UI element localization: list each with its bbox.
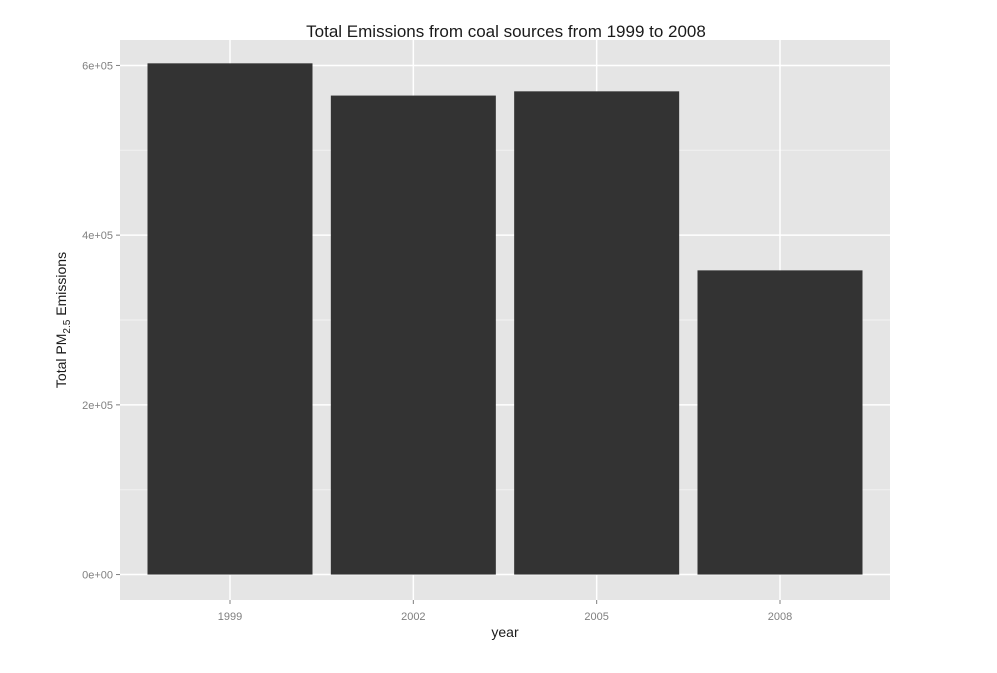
y-axis-label: Total PM2.5 Emissions — [53, 252, 73, 388]
x-axis-ticks: 1999 2002 2005 2008 — [218, 600, 792, 623]
y-axis-label-subscript: 2.5 — [62, 319, 73, 333]
y-tick-label: 6e+05 — [82, 60, 113, 72]
y-axis-ticks: 0e+00 2e+05 4e+05 6e+05 — [82, 60, 120, 582]
bar-2002 — [330, 95, 496, 575]
bars — [147, 63, 863, 575]
bar-2008 — [697, 270, 863, 575]
y-tick-label: 0e+00 — [82, 570, 113, 582]
y-axis-label-suffix: Emissions — [53, 252, 69, 316]
x-axis-label: year — [491, 624, 519, 640]
bar-2005 — [514, 91, 680, 575]
x-tick-label: 1999 — [218, 611, 242, 623]
y-axis-label-main: Total PM — [53, 334, 69, 388]
x-tick-label: 2008 — [768, 611, 792, 623]
y-tick-label: 2e+05 — [82, 400, 113, 412]
x-tick-label: 2005 — [584, 611, 608, 623]
x-tick-label: 2002 — [401, 611, 425, 623]
y-tick-label: 4e+05 — [82, 230, 113, 242]
chart-title: Total Emissions from coal sources from 1… — [306, 22, 706, 41]
bar-1999 — [147, 63, 313, 575]
